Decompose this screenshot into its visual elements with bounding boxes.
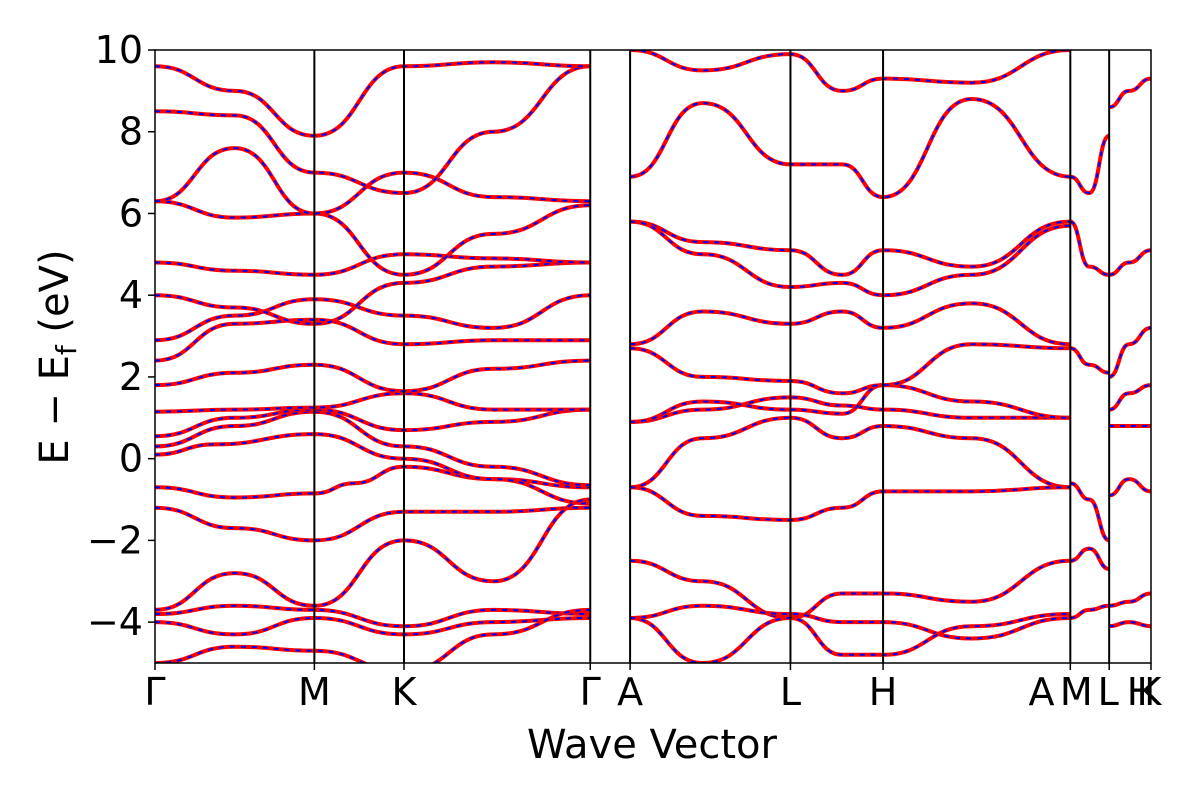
band-line-dashed-26 [630,220,1071,297]
band-line-25 [630,219,1071,277]
band-line-dashed-42 [1109,249,1151,276]
x-tick-label: Γ [580,670,601,714]
band-line-2 [155,409,591,488]
band-line-dashed-44 [1109,621,1151,628]
band-line-dashed-24 [630,302,1071,346]
band-line-dashed-35 [1070,347,1110,374]
y-axis-label-main: E − E [32,355,78,465]
x-tick-label: L [780,670,801,714]
y-axis-label: E − Ef (eV) [32,249,83,464]
band-line-7 [155,293,591,343]
y-tick-label: −4 [87,600,143,644]
x-axis: Γ M K Γ A L H A M L HK [144,663,1163,714]
x-tick-label: M [1060,670,1093,714]
high-symmetry-lines [313,50,1111,663]
y-axis: −4 −2 0 2 4 6 8 10 [87,28,155,644]
x-tick-label: M [298,670,331,714]
x-tick-label: K [392,670,418,714]
y-tick-label: 6 [119,191,143,235]
band-line-dashed-28 [630,50,1071,92]
band-line-dashed-23 [630,343,1071,395]
band-line-dashed-43 [1109,77,1151,109]
y-tick-label: 8 [119,110,143,154]
x-tick-label: L [1098,670,1119,714]
band-line-dashed-37 [1070,134,1110,195]
x-tick-label: Γ [144,670,165,714]
y-tick-label: 0 [119,437,143,481]
plot-frame [154,49,1152,664]
x-tick-label: A [617,670,643,714]
band-line-dashed-14 [155,506,591,542]
y-tick-label: 4 [119,273,143,317]
band-line-dashed-21 [630,396,1071,423]
x-tick-label: H [1127,670,1156,714]
band-line-22 [630,383,1071,424]
band-line-dashed-10 [155,200,591,276]
band-line-dashed-0 [155,465,591,499]
y-tick-label: −2 [87,518,143,562]
band-line-dashed-3 [155,408,591,438]
band-line-dashed-38 [1109,478,1151,497]
band-line-dashed-8 [155,261,591,325]
band-line-17 [155,615,591,637]
y-tick-label: 2 [119,355,143,399]
y-axis-label-subscript: f [50,344,83,355]
y-tick-label: 10 [95,28,143,72]
band-line-30 [630,603,1071,641]
band-line-dashed-40 [1109,384,1151,411]
bands-layer [155,50,1151,663]
band-line-dashed-33 [1070,547,1110,570]
band-line-dashed-11 [155,147,591,215]
x-tick-label: K [1137,670,1163,714]
band-line-4 [155,391,591,414]
band-line-dashed-15 [155,498,591,611]
band-line-dashed-45 [1109,592,1151,607]
band-line-dashed-32 [1070,482,1110,542]
band-line-dashed-5 [155,359,591,393]
band-line-dashed-20 [630,486,1071,522]
band-line-dashed-36 [1069,220,1110,276]
x-tick-label: A [1028,670,1054,714]
band-line-dashed-9 [155,253,591,276]
band-line-dashed-34 [1070,604,1110,619]
band-line-1 [155,432,591,506]
band-line-dashed-13 [155,61,591,137]
x-tick-label: H [869,670,898,714]
band-line-dashed-19 [630,416,1071,489]
y-axis-label-unit: (eV) [32,249,78,345]
band-line-dashed-18 [155,608,591,663]
x-axis-label: Wave Vector [527,722,778,768]
band-line-41 [1108,325,1151,379]
band-line-dashed-6 [155,318,591,362]
band-line-dashed-16 [155,604,591,628]
band-line-dashed-27 [630,97,1071,199]
band-line-dashed-29 [630,559,1071,620]
band-line-dashed-12 [155,65,591,195]
